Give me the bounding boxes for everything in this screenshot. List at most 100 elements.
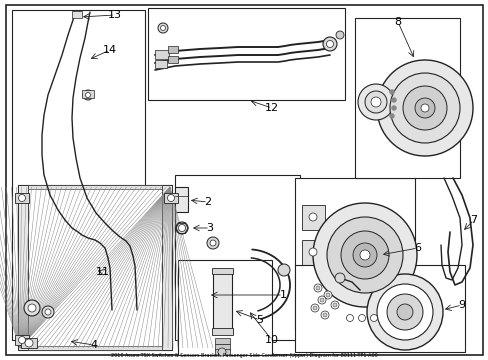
Circle shape bbox=[325, 293, 329, 297]
Bar bbox=[18, 185, 172, 350]
Text: 11: 11 bbox=[96, 267, 110, 277]
Circle shape bbox=[19, 194, 25, 202]
Circle shape bbox=[396, 304, 412, 320]
Circle shape bbox=[312, 306, 316, 310]
Circle shape bbox=[330, 301, 338, 309]
Circle shape bbox=[389, 90, 394, 94]
Bar bbox=[302, 205, 325, 230]
Circle shape bbox=[209, 240, 216, 246]
Bar bbox=[15, 193, 29, 203]
Text: 10: 10 bbox=[264, 335, 279, 345]
Bar bbox=[168, 56, 178, 63]
Bar bbox=[212, 328, 232, 335]
Circle shape bbox=[340, 231, 388, 279]
Circle shape bbox=[83, 90, 93, 100]
Bar bbox=[155, 50, 169, 59]
Circle shape bbox=[317, 296, 325, 304]
Circle shape bbox=[376, 60, 472, 156]
Circle shape bbox=[370, 315, 377, 321]
Circle shape bbox=[370, 97, 380, 107]
Bar bbox=[12, 10, 145, 340]
Bar bbox=[294, 178, 414, 330]
Circle shape bbox=[391, 98, 396, 103]
Bar bbox=[72, 11, 82, 18]
Bar bbox=[178, 260, 271, 355]
Text: 2010 Acura TSX Switches & Sensors Bracket, Passenger Side Condenser (Upper) Diag: 2010 Acura TSX Switches & Sensors Bracke… bbox=[111, 353, 377, 358]
Circle shape bbox=[85, 93, 90, 98]
Circle shape bbox=[352, 243, 376, 267]
Circle shape bbox=[389, 73, 459, 143]
Circle shape bbox=[24, 300, 40, 316]
Circle shape bbox=[206, 237, 219, 249]
Circle shape bbox=[334, 273, 345, 283]
Circle shape bbox=[326, 40, 333, 48]
Circle shape bbox=[358, 315, 365, 321]
Text: 13: 13 bbox=[108, 10, 122, 20]
Circle shape bbox=[218, 348, 225, 356]
Circle shape bbox=[364, 91, 386, 113]
Circle shape bbox=[323, 313, 326, 317]
Bar bbox=[162, 185, 172, 350]
Text: 5: 5 bbox=[256, 315, 263, 325]
Bar bbox=[294, 265, 464, 352]
Bar bbox=[148, 8, 345, 100]
Circle shape bbox=[308, 248, 316, 256]
Circle shape bbox=[310, 304, 318, 312]
Circle shape bbox=[335, 31, 343, 39]
Circle shape bbox=[386, 294, 422, 330]
Bar bbox=[82, 90, 94, 98]
Text: 14: 14 bbox=[103, 45, 117, 55]
Bar bbox=[215, 344, 229, 350]
Circle shape bbox=[389, 113, 394, 118]
Bar bbox=[28, 185, 162, 189]
Text: 12: 12 bbox=[264, 103, 279, 113]
Circle shape bbox=[366, 274, 442, 350]
Circle shape bbox=[73, 10, 81, 18]
Bar bbox=[15, 335, 29, 345]
Circle shape bbox=[176, 222, 187, 234]
Circle shape bbox=[323, 37, 336, 51]
Circle shape bbox=[158, 23, 168, 33]
Bar bbox=[215, 338, 229, 344]
Circle shape bbox=[420, 104, 428, 112]
Circle shape bbox=[332, 303, 336, 307]
Circle shape bbox=[25, 339, 33, 347]
Text: 2: 2 bbox=[204, 197, 211, 207]
Bar bbox=[215, 349, 229, 355]
Bar bbox=[155, 60, 167, 68]
Circle shape bbox=[19, 337, 25, 343]
Text: 6: 6 bbox=[414, 243, 421, 253]
Text: 7: 7 bbox=[469, 215, 477, 225]
Text: 3: 3 bbox=[206, 223, 213, 233]
Circle shape bbox=[391, 105, 396, 111]
Circle shape bbox=[178, 225, 185, 231]
Bar bbox=[21, 338, 37, 348]
Bar bbox=[175, 175, 299, 340]
Circle shape bbox=[308, 213, 316, 221]
Bar bbox=[213, 270, 231, 330]
Circle shape bbox=[346, 315, 353, 321]
Bar bbox=[212, 268, 232, 274]
Bar bbox=[18, 185, 28, 350]
Circle shape bbox=[313, 284, 321, 292]
Circle shape bbox=[402, 86, 446, 130]
Circle shape bbox=[319, 298, 324, 302]
Circle shape bbox=[414, 98, 434, 118]
Text: 1: 1 bbox=[279, 290, 286, 300]
Bar bbox=[163, 193, 178, 203]
Text: 9: 9 bbox=[458, 300, 465, 310]
Circle shape bbox=[376, 284, 432, 340]
Bar bbox=[354, 18, 459, 178]
Circle shape bbox=[28, 304, 36, 312]
Circle shape bbox=[315, 286, 319, 290]
Text: 8: 8 bbox=[394, 17, 401, 27]
Circle shape bbox=[357, 84, 393, 120]
Circle shape bbox=[312, 203, 416, 307]
Circle shape bbox=[359, 250, 369, 260]
Circle shape bbox=[42, 306, 54, 318]
Bar bbox=[168, 46, 178, 53]
Bar bbox=[175, 187, 187, 212]
Text: 4: 4 bbox=[90, 340, 98, 350]
Bar bbox=[28, 346, 162, 350]
Circle shape bbox=[167, 194, 174, 202]
